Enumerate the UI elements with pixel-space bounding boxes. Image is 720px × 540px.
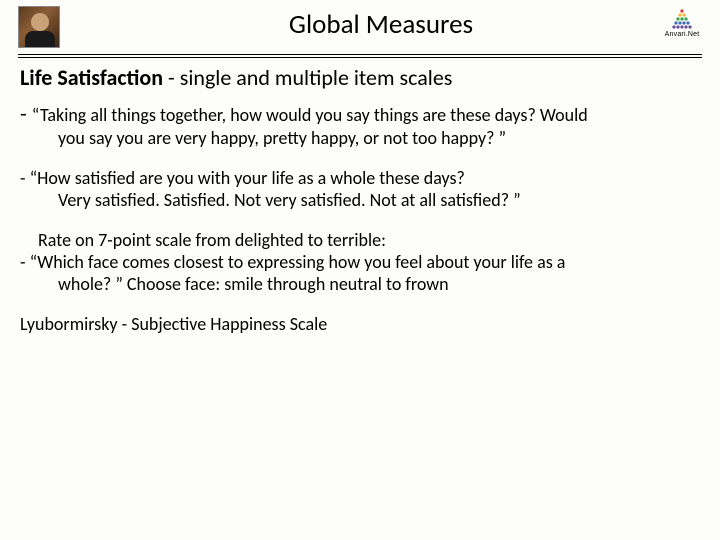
- rate-line1: - “Which face comes closest to expressin…: [20, 252, 702, 274]
- dash-icon: -: [20, 167, 30, 189]
- rate-line2: whole? ” Choose face: smile through neut…: [20, 274, 702, 296]
- bullet-item-2: - “How satisfied are you with your life …: [20, 168, 702, 212]
- brand-text: Anvari.Net: [662, 31, 702, 38]
- header-divider: [18, 54, 702, 58]
- item1-line1: “Taking all things together, how would y…: [32, 104, 588, 126]
- brand-logo: Anvari.Net: [662, 8, 702, 38]
- content-body: - “Taking all things together, how would…: [18, 101, 702, 336]
- rate-lead: Rate on 7-point scale from delighted to …: [20, 230, 702, 252]
- item2-line2: Very satisfied. Satisfied. Not very sati…: [20, 190, 702, 212]
- presenter-avatar: [18, 6, 60, 48]
- subtitle-bold: Life Satisfaction: [20, 64, 163, 91]
- item1-line2: you say you are very happy, pretty happy…: [20, 128, 702, 150]
- slide-subtitle: Life Satisfaction - single and multiple …: [20, 64, 702, 91]
- dash-icon: -: [20, 100, 32, 127]
- header-row: Global Measures Anvari.Net: [18, 6, 702, 54]
- slide: Global Measures Anvari.Net Life Satisfac…: [0, 0, 720, 540]
- item2-line1: “How satisfied are you with your life as…: [30, 167, 465, 189]
- last-line: Lyubormirsky - Subjective Happiness Scal…: [20, 314, 702, 336]
- subtitle-rest: - single and multiple item scales: [163, 64, 452, 91]
- slide-title: Global Measures: [60, 6, 702, 41]
- bullet-item-1: - “Taking all things together, how would…: [20, 101, 702, 150]
- triangle-logo-icon: [669, 8, 695, 30]
- rate-block: Rate on 7-point scale from delighted to …: [20, 230, 702, 296]
